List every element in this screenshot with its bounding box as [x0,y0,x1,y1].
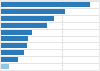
Bar [1,57,18,62]
Bar [1,9,65,14]
Bar [1,30,32,35]
Bar [1,16,55,21]
Bar [1,2,90,7]
Bar [1,43,27,48]
Bar [1,23,47,28]
Bar [1,36,28,41]
Bar [1,64,9,69]
Bar [1,50,24,55]
